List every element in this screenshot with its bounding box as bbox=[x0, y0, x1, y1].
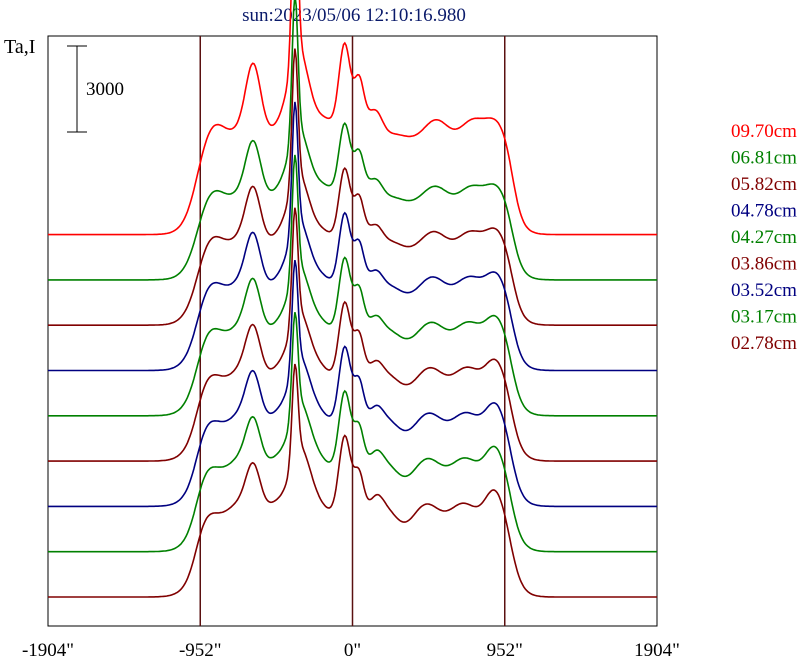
scale-bar: 3000 bbox=[67, 45, 124, 133]
legend: 09.70cm 06.81cm 05.82cm 04.78cm 04.27cm 03.86… bbox=[731, 121, 797, 354]
legend-item-03.52cm: 03.52cm bbox=[731, 280, 797, 301]
x-tick-label-0: -1904" bbox=[22, 640, 74, 661]
x-tick-label-2: 0" bbox=[344, 640, 361, 661]
legend-item-04.78cm: 04.78cm bbox=[731, 201, 797, 222]
legend-item-04.27cm: 04.27cm bbox=[731, 227, 797, 248]
x-tick-label-3: 952" bbox=[487, 640, 523, 661]
chart-title: sun:2023/05/06 12:10:16.980 bbox=[242, 5, 466, 26]
series-line-03.17cm bbox=[48, 312, 657, 553]
series-line-05.82cm bbox=[48, 48, 657, 326]
series-line-04.78cm bbox=[48, 101, 657, 372]
legend-item-03.86cm: 03.86cm bbox=[731, 254, 797, 275]
x-tick-labels: -1904" -952" 0" 952" 1904" bbox=[22, 640, 680, 661]
legend-item-09.70cm: 09.70cm bbox=[731, 121, 797, 142]
series-lines bbox=[48, 0, 657, 598]
y-axis-label: Ta,I bbox=[4, 36, 35, 58]
legend-item-02.78cm: 02.78cm bbox=[731, 333, 797, 354]
legend-item-05.82cm: 05.82cm bbox=[731, 174, 797, 195]
reference-lines bbox=[199, 36, 506, 626]
series-line-09.70cm bbox=[48, 0, 657, 236]
legend-item-06.81cm: 06.81cm bbox=[731, 148, 797, 169]
x-tick-label-1: -952" bbox=[179, 640, 222, 661]
series-line-04.27cm bbox=[48, 154, 657, 417]
series-line-06.81cm bbox=[48, 0, 657, 281]
x-tick-label-4: 1904" bbox=[634, 640, 680, 661]
series-line-03.86cm bbox=[48, 207, 657, 462]
scale-bar-label: 3000 bbox=[86, 79, 124, 100]
legend-item-03.17cm: 03.17cm bbox=[731, 307, 797, 328]
series-line-03.52cm bbox=[48, 259, 657, 508]
series-line-02.78cm bbox=[48, 363, 657, 598]
